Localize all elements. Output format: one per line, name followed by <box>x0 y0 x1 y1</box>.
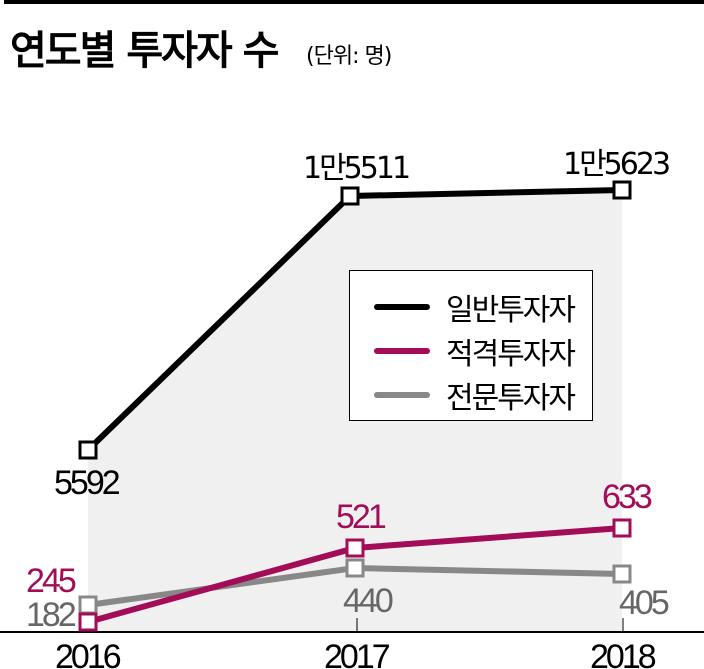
top-rule <box>4 0 704 4</box>
x-label-2017: 2017 <box>324 638 390 669</box>
legend-label-professional: 전문투자자 <box>446 381 576 416</box>
chart-unit: (단위: 명) <box>306 44 392 69</box>
qualified-markers <box>78 518 632 632</box>
label-professional-2016: 182 <box>26 596 76 634</box>
legend-item-professional: 전문투자자 <box>374 375 576 416</box>
x-label-2018: 2018 <box>590 638 656 669</box>
label-qualified-2017: 521 <box>336 498 386 536</box>
legend-item-general: 일반투자자 <box>374 287 576 328</box>
chart-title: 연도별 투자자 수 <box>10 28 279 74</box>
label-professional-2017: 440 <box>343 582 393 620</box>
legend-label-general: 일반투자자 <box>446 293 576 328</box>
legend-swatch-qualified <box>374 348 430 354</box>
label-general-2017: 1만5511 <box>303 151 409 186</box>
x-label-2016: 2016 <box>55 638 121 669</box>
legend-swatch-general <box>374 304 430 310</box>
label-general-2016: 5592 <box>54 464 120 502</box>
label-qualified-2018: 633 <box>602 478 652 516</box>
label-professional-2018: 405 <box>619 584 669 622</box>
label-qualified-2016: 245 <box>26 562 76 600</box>
general-markers <box>78 180 632 460</box>
legend-label-qualified: 적격투자자 <box>446 337 576 372</box>
legend-item-qualified: 적격투자자 <box>374 331 576 372</box>
legend-swatch-professional <box>374 392 430 398</box>
label-general-2018: 1만5623 <box>563 147 669 182</box>
legend: 일반투자자 적격투자자 전문투자자 <box>349 270 593 421</box>
